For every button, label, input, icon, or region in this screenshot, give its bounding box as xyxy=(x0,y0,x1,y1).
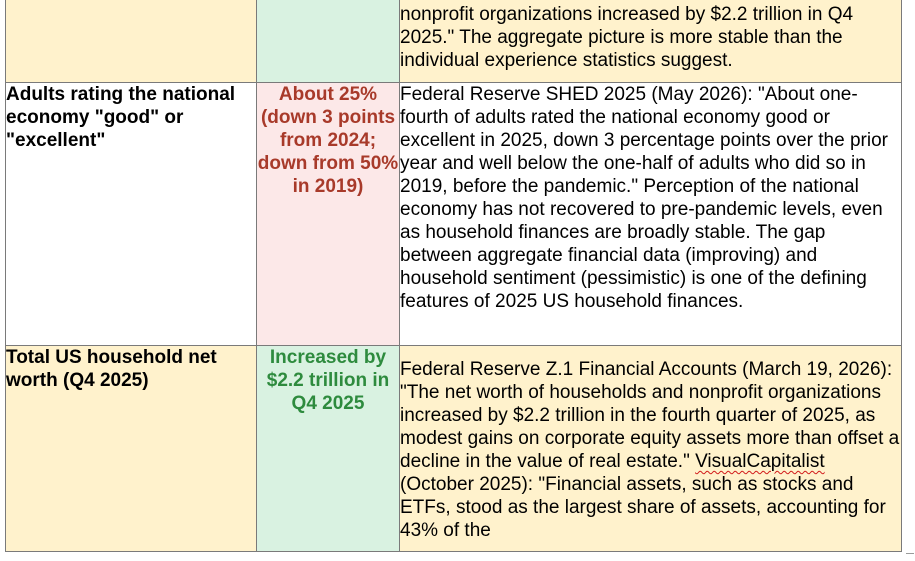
source-cell: nonprofit organizations increased by $2.… xyxy=(399,0,902,83)
value-cell: Increased by $2.2 trillion in Q4 2025 xyxy=(256,345,400,552)
table-row: Adults rating the national economy "good… xyxy=(5,82,902,346)
source-cell: Federal Reserve Z.1 Financial Accounts (… xyxy=(399,345,902,552)
value-cell: About 25% (down 3 points from 2024; down… xyxy=(256,82,400,346)
table-row: Total US household net worth (Q4 2025) I… xyxy=(5,345,902,552)
page-corner-mark xyxy=(906,553,914,554)
value-cell xyxy=(256,0,400,83)
source-text: (October 2025): "Financial assets, such … xyxy=(400,474,886,541)
data-table: nonprofit organizations increased by $2.… xyxy=(5,0,902,552)
table-row: nonprofit organizations increased by $2.… xyxy=(5,0,902,83)
source-cell: Federal Reserve SHED 2025 (May 2026): "A… xyxy=(399,82,902,346)
metric-cell xyxy=(5,0,257,83)
spellcheck-flagged-word[interactable]: VisualCapitalist xyxy=(695,451,825,472)
source-text: Federal Reserve Z.1 Financial Accounts (… xyxy=(400,359,900,472)
metric-cell: Total US household net worth (Q4 2025) xyxy=(5,345,257,552)
metric-cell: Adults rating the national economy "good… xyxy=(5,82,257,346)
